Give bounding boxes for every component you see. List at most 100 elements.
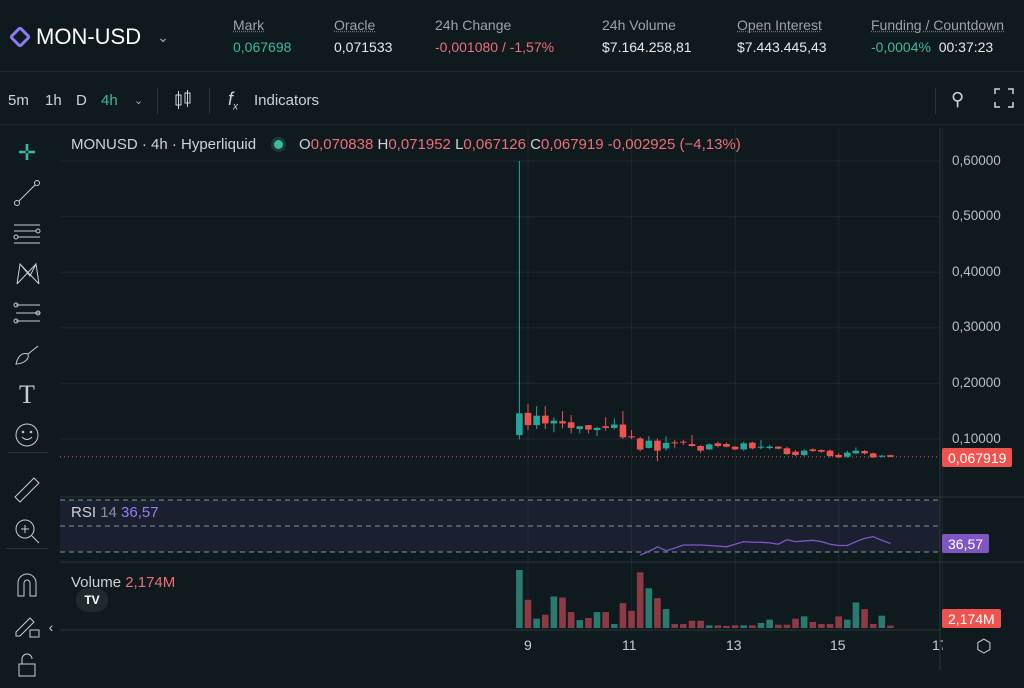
price-tick: 0,10000: [952, 431, 1001, 446]
candle-body: [705, 444, 713, 450]
rsi-line: [639, 535, 891, 556]
candle-body: [662, 442, 670, 449]
stat-oracle: Oracle 0,071533: [334, 17, 392, 55]
quick-search-icon[interactable]: ⚲: [951, 89, 965, 109]
ruler-icon[interactable]: [12, 475, 42, 505]
candle-body: [688, 444, 696, 447]
candle-body: [749, 442, 756, 449]
volume-bar: [602, 612, 609, 628]
volume-bar: [757, 622, 765, 628]
candle-body: [645, 440, 653, 448]
chevron-down-icon: ⌄: [157, 28, 169, 45]
stat-value: $7.443.445,43: [737, 39, 827, 55]
volume-bar: [800, 616, 808, 628]
tradingview-logo[interactable]: TV: [76, 588, 108, 612]
fib-icon[interactable]: [12, 298, 42, 328]
candle-body: [792, 451, 799, 456]
volume-bar: [766, 619, 773, 628]
emoji-icon[interactable]: [12, 420, 42, 450]
price-chart[interactable]: [0, 0, 1024, 670]
stat-value: $7.164.258,81: [602, 39, 692, 55]
volume-bar: [645, 588, 653, 628]
chart-toolbar: 5m 1h D 4h ⌄ fx Indicators ⚲: [0, 80, 1024, 120]
rsi-value-tag: 36,57: [942, 534, 990, 553]
symbol-selector[interactable]: MON-USD ⌄: [8, 24, 169, 50]
volume-bar: [861, 609, 868, 628]
text-icon[interactable]: T: [19, 380, 35, 409]
divider: [8, 452, 48, 453]
interval-d[interactable]: D: [76, 92, 87, 109]
candle-body: [697, 446, 704, 451]
volume-bar: [774, 624, 782, 628]
volume-bar: [550, 596, 558, 628]
volume-bar: [887, 625, 894, 628]
volume-bar: [835, 616, 842, 628]
stat-open-interest: Open Interest $7.443.445,43: [737, 17, 827, 55]
time-tick: 11: [622, 637, 637, 653]
candle-body: [567, 422, 575, 428]
candle-type-icon[interactable]: [173, 89, 193, 115]
settings-icon[interactable]: ⬡: [976, 636, 992, 656]
candle-body: [628, 436, 635, 438]
pattern-icon[interactable]: [12, 258, 42, 288]
price-tick: 0,40000: [952, 264, 1001, 279]
volume-bar: [818, 624, 825, 628]
price-tick: 0,30000: [952, 319, 1001, 334]
chart-legend: MONUSD · 4h · Hyperliquid O0,070838 H0,07…: [71, 136, 741, 153]
candle-body: [844, 452, 851, 457]
stat-label[interactable]: Open Interest: [737, 17, 822, 33]
volume-bar: [516, 570, 523, 628]
interval-dropdown-icon[interactable]: ⌄: [134, 95, 144, 107]
interval-1h[interactable]: 1h: [45, 92, 62, 109]
volume-bar: [826, 624, 834, 628]
candle-body: [680, 441, 687, 443]
stat-label[interactable]: Oracle: [334, 17, 376, 33]
stat-value: 0,067698: [233, 39, 292, 55]
volume-bar: [688, 620, 696, 628]
candle-body: [809, 449, 817, 452]
candle-body: [878, 455, 886, 457]
crosshair-icon[interactable]: ✛: [17, 140, 37, 165]
funding-rate: -0,0004%: [871, 39, 931, 55]
stat-label: 24h Volume: [602, 17, 676, 33]
brush-icon[interactable]: [12, 338, 42, 368]
trend-line-icon[interactable]: [12, 178, 42, 208]
candle-body: [654, 440, 661, 451]
funding-countdown: 00:37:23: [938, 39, 994, 55]
volume-bar: [671, 624, 679, 628]
magnet-icon[interactable]: [12, 570, 42, 600]
indicators-button[interactable]: Indicators: [254, 92, 320, 109]
volume-bar: [619, 603, 627, 628]
volume-bar: [533, 618, 540, 628]
volume-bar: [662, 609, 670, 628]
price-tick: 0,60000: [952, 153, 1001, 168]
stat-label[interactable]: Mark: [233, 17, 265, 33]
fullscreen-icon[interactable]: [994, 88, 1014, 112]
legend-change: -0,002925 (−4,13%): [607, 136, 741, 153]
candle-body: [835, 455, 842, 458]
volume-bar: [869, 624, 877, 628]
volume-bar: [878, 615, 886, 628]
stat-24h-change: 24h Change -0,001080 / -1,57%: [435, 17, 554, 55]
volume-bar: [740, 625, 748, 628]
interval-4h[interactable]: 4h: [101, 92, 118, 109]
indicators-icon[interactable]: fx: [228, 89, 239, 113]
volume-bar: [809, 622, 817, 628]
horizontal-lines-icon[interactable]: [12, 218, 42, 248]
zoom-in-icon[interactable]: [12, 516, 42, 546]
volume-bar: [723, 625, 730, 628]
stat-value: 0,071533: [334, 39, 393, 55]
volume-bar: [524, 599, 532, 628]
candle-body: [559, 421, 566, 424]
candle-body: [636, 438, 644, 450]
collapse-toolbar-icon[interactable]: ‹: [48, 619, 54, 635]
volume-bar: [567, 612, 575, 628]
candle-body: [619, 424, 627, 438]
candle-body: [731, 446, 739, 450]
candle-body: [714, 443, 722, 447]
interval-5m[interactable]: 5m: [8, 92, 29, 109]
volume-bar: [697, 620, 704, 628]
lock-drawing-icon[interactable]: [12, 610, 42, 640]
candle-body: [610, 424, 618, 428]
stat-label[interactable]: Funding / Countdown: [871, 17, 1005, 33]
